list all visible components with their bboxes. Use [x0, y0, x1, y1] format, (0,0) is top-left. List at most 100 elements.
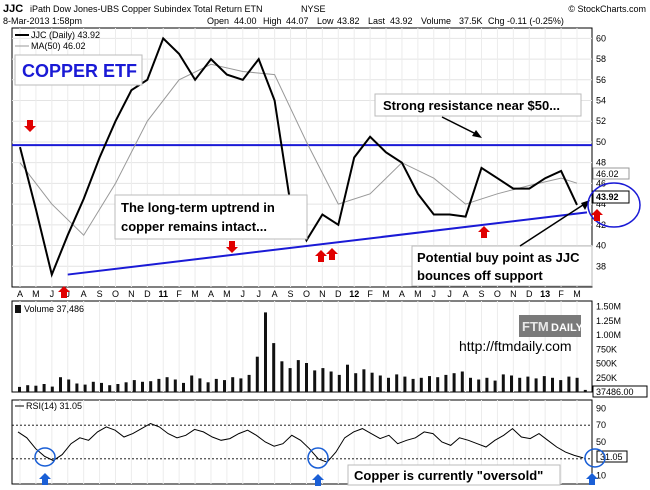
chg-label: Chg: [488, 16, 505, 26]
x-tick-label: D: [144, 289, 151, 299]
x-tick-label: A: [81, 289, 87, 299]
volume-bar: [100, 382, 103, 392]
x-axis: A M J J A S O N D 11 F M A M J J A S O N D 12 F M A M J J A S O N D 13 F M: [17, 289, 581, 299]
open-value: 44.00: [234, 16, 257, 26]
ma50-line: [19, 63, 578, 236]
red-arrows: [24, 120, 603, 298]
volume-bar: [493, 380, 497, 392]
rsi-value-tag-text: 31.05: [600, 452, 623, 462]
rsi-y-axis: 1030507090: [596, 403, 606, 480]
x-tick-label: J: [65, 289, 70, 299]
volume-bar: [436, 377, 440, 392]
volume-bar: [460, 371, 464, 392]
volume-bar: [165, 377, 169, 392]
volume-bar: [247, 374, 251, 392]
x-tick-label: J: [50, 289, 55, 299]
price-tick-label: 54: [596, 96, 606, 106]
volume-bar: [223, 380, 226, 392]
x-tick-label: D: [335, 289, 342, 299]
x-tick-label: F: [367, 289, 373, 299]
etn-name: iPath Dow Jones-UBS Copper Subindex Tota…: [30, 4, 262, 14]
red-arrow-down: [226, 241, 238, 253]
red-arrow-up: [58, 286, 70, 298]
volume-bar: [83, 384, 87, 392]
volume-bar: [419, 377, 423, 392]
volume-legend: Volume 37,486: [15, 304, 84, 314]
volume-bar: [370, 372, 374, 392]
symbol: JJC: [3, 3, 23, 15]
ma-value-tag: 46.02: [592, 167, 630, 180]
x-tick-label: M: [32, 289, 40, 299]
volume-bar: [387, 377, 390, 392]
last-value: 43.92: [390, 16, 413, 26]
volume-bar: [149, 381, 153, 392]
title-box-text: COPPER ETF: [22, 61, 137, 81]
x-tick-label: J: [256, 289, 261, 299]
x-tick-label: J: [432, 289, 437, 299]
volume-bar: [469, 377, 472, 392]
volume-bar: [583, 389, 587, 392]
resistance-annotation-text: Strong resistance near $50...: [383, 98, 560, 113]
x-tick-label: J: [447, 289, 452, 299]
x-tick-label: S: [97, 289, 103, 299]
volume-bar: [378, 375, 382, 392]
x-tick-label: O: [303, 289, 310, 299]
volume-y-axis: 250K 500K 750K 1.00M 1.25M 1.50M: [596, 302, 621, 383]
ftmdaily-url: http://ftmdaily.com: [459, 338, 572, 354]
x-tick-label: A: [399, 289, 405, 299]
x-tick-label: A: [463, 289, 469, 299]
buy-pointer: [519, 202, 587, 247]
brand: © StockCharts.com: [568, 4, 646, 14]
volume-bar: [526, 376, 530, 392]
volume-bar: [452, 373, 456, 392]
volume-bar: [182, 382, 185, 392]
price-tick-label: 58: [596, 54, 606, 64]
volume-bar: [534, 378, 538, 392]
volume-bar: [26, 385, 30, 392]
buy-point-circle: [587, 182, 641, 228]
uptrend-annotation-line-2: copper remains intact...: [121, 219, 267, 234]
volume-tick-label: 1.00M: [596, 330, 621, 340]
volume-bar: [173, 379, 177, 392]
blue-arrow-up: [312, 474, 324, 486]
red-arrow-up: [326, 248, 338, 260]
volume-bar: [75, 383, 79, 392]
rsi-tick-label: 70: [596, 420, 606, 430]
x-tick-label: S: [288, 289, 294, 299]
volume-panel: [11, 300, 593, 393]
x-tick-label: A: [208, 289, 214, 299]
volume-bar: [59, 377, 62, 392]
title-box: COPPER ETF: [14, 54, 143, 86]
volume-bar: [362, 369, 366, 393]
volume-tick-label: 1.50M: [596, 302, 621, 312]
volume-bar: [428, 376, 431, 392]
x-tick-label: O: [112, 289, 119, 299]
last-value-tag-box: [592, 190, 630, 204]
volume-bar: [354, 373, 358, 392]
volume-value: 37.5K: [459, 16, 483, 26]
volume-bar: [501, 374, 505, 392]
low-label: Low: [317, 16, 334, 26]
x-tick-label: A: [17, 289, 23, 299]
x-tick-label: M: [191, 289, 199, 299]
volume-tick-label: 500K: [596, 359, 617, 369]
x-tick-label: M: [223, 289, 231, 299]
volume-tick-label: 250K: [596, 373, 617, 383]
volume-legend-label: Volume 37,486: [24, 304, 84, 314]
x-tick-label: A: [272, 289, 278, 299]
x-tick-label: 12: [349, 289, 359, 299]
volume-bar: [231, 377, 235, 392]
price-legend-label: JJC (Daily) 43.92: [31, 30, 100, 40]
buy-annotation-box: [411, 245, 593, 287]
volume-bar: [108, 385, 112, 392]
date: 8-Mar-2013 1:58pm: [3, 16, 82, 26]
rsi-oversold-circle-2: [307, 447, 329, 469]
volume-bar: [542, 376, 546, 392]
red-arrow-up: [315, 250, 327, 262]
blue-arrow-up: [586, 473, 598, 485]
volume-label: Volume: [421, 16, 451, 26]
ma-value-tag-box: [592, 167, 630, 180]
rsi-value-tag: 31.05: [596, 450, 628, 463]
support-trendline: [67, 211, 588, 276]
quote-strip: Open 44.00 High 44.07 Low 43.82 Last 43.…: [207, 16, 564, 26]
